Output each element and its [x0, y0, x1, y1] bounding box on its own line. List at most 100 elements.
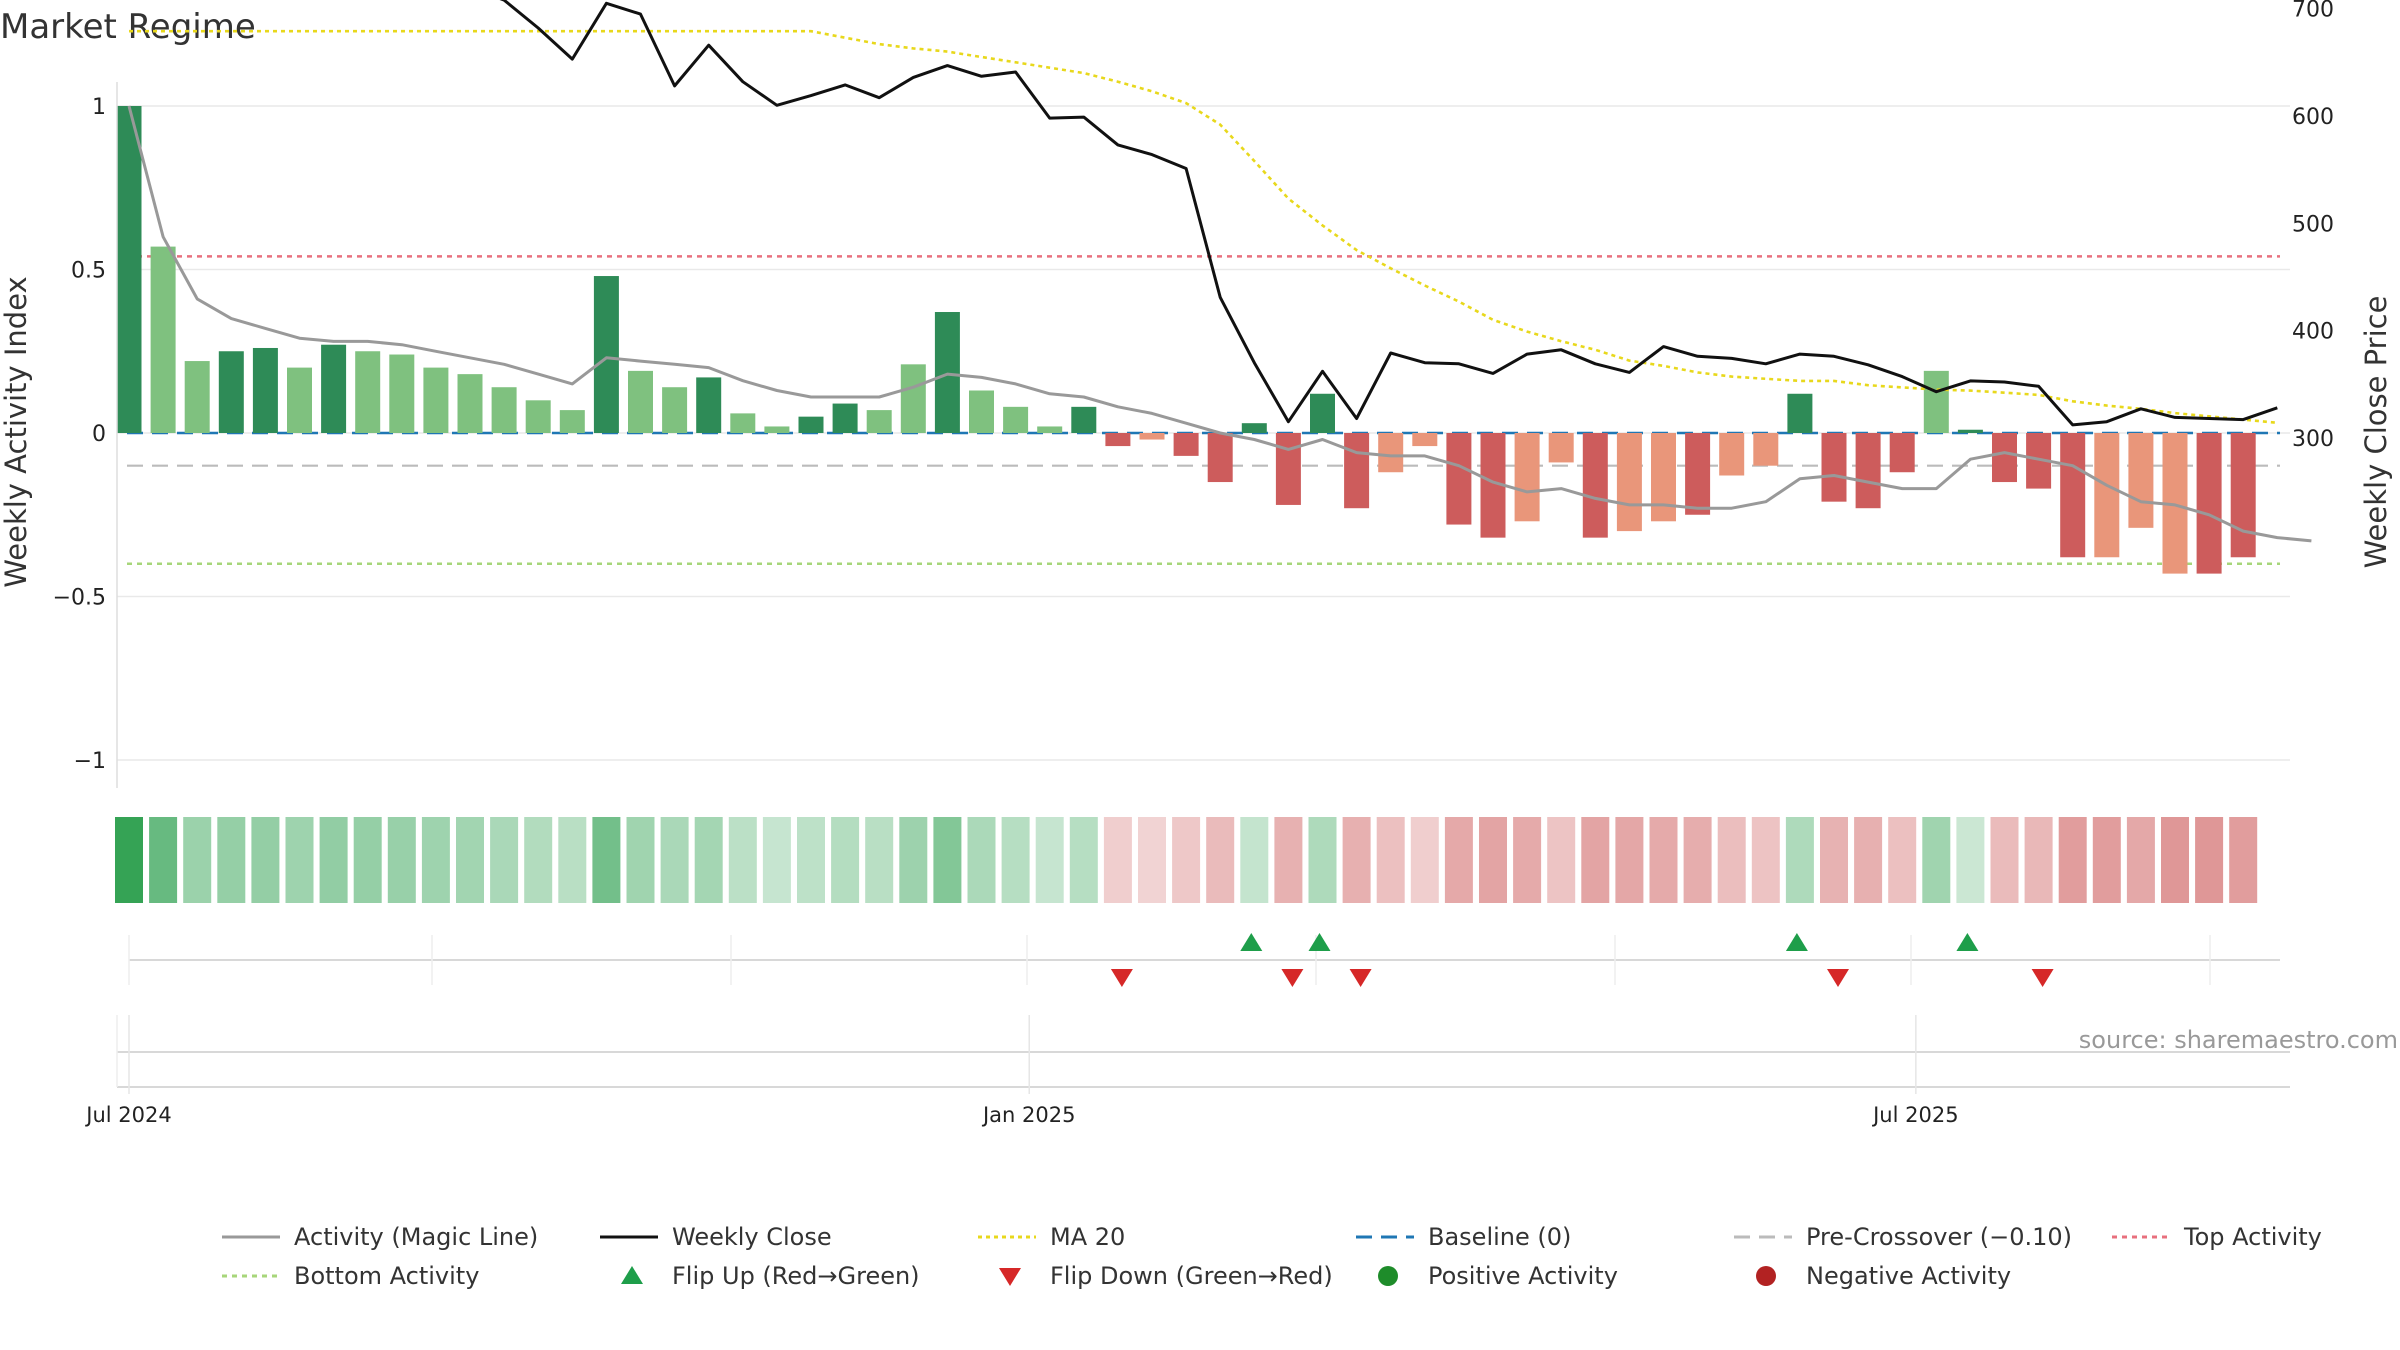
y-tick-right: 700 — [2292, 0, 2334, 23]
regime-cell — [865, 817, 894, 903]
activity-bar — [116, 106, 142, 433]
activity-bar — [2230, 433, 2256, 558]
regime-cell — [1615, 817, 1644, 903]
activity-bars — [116, 106, 2256, 574]
activity-bar — [798, 416, 824, 433]
y-axis-label-right: Weekly Close Price — [2359, 296, 2393, 569]
regime-cell — [592, 817, 621, 903]
activity-bar — [1378, 433, 1404, 473]
flip-up-marker — [1308, 933, 1331, 951]
y-tick-left: 1 — [92, 95, 106, 120]
legend-item-neg: Negative Activity — [1756, 1262, 2011, 1290]
regime-cell — [1888, 817, 1917, 903]
regime-cell — [456, 817, 484, 903]
regime-cell — [2092, 817, 2121, 903]
legend-item-precross: Pre-Crossover (−0.10) — [1734, 1223, 2072, 1251]
flip-down-icon — [999, 1268, 1021, 1286]
activity-bar — [1514, 433, 1540, 522]
regime-cell — [1069, 817, 1098, 903]
regime-cell — [490, 817, 519, 903]
flip-down-marker — [1827, 969, 1849, 987]
activity-bar — [696, 377, 722, 433]
regime-cell — [1001, 817, 1030, 903]
regime-cell — [762, 817, 791, 903]
activity-bar — [252, 347, 278, 433]
activity-bar — [1753, 433, 1779, 466]
flip-up-marker — [1956, 933, 1979, 951]
regime-cell — [626, 817, 655, 903]
legend-label: Baseline (0) — [1428, 1223, 1571, 1251]
activity-bar — [1923, 370, 1949, 433]
activity-bar — [525, 400, 551, 433]
activity-bar — [1957, 429, 1983, 433]
regime-cell — [387, 817, 416, 903]
activity-bar — [1139, 433, 1165, 440]
regime-cell — [1240, 817, 1269, 903]
regime-cell — [115, 817, 143, 903]
axes: 10.50−0.5−1900800700600500400300 — [53, 0, 2334, 788]
activity-bar — [1889, 433, 1915, 473]
flip-markers — [128, 933, 2280, 987]
activity-bar — [457, 374, 483, 433]
regime-cell — [2229, 817, 2258, 903]
regime-cell — [1035, 817, 1064, 903]
legend-item-flipup: Flip Up (Red→Green) — [621, 1262, 920, 1290]
magic-line — [127, 105, 2312, 543]
activity-bar — [1582, 433, 1608, 538]
regime-cell — [2024, 817, 2053, 903]
regime-cell — [149, 817, 178, 903]
activity-bar — [764, 426, 790, 433]
activity-bar — [1855, 433, 1881, 509]
activity-bar — [1275, 433, 1301, 505]
regime-cell — [1717, 817, 1746, 903]
y-tick-right: 500 — [2292, 212, 2334, 237]
weekly-close-line — [499, 0, 2278, 427]
activity-bar — [969, 390, 994, 433]
activity-bar — [1037, 426, 1063, 433]
regime-cell — [2161, 817, 2189, 903]
activity-bar — [1207, 433, 1233, 483]
activity-bar — [1071, 406, 1097, 433]
activity-bar — [1719, 433, 1745, 476]
activity-bar — [1105, 433, 1131, 447]
series-lines — [127, 0, 2312, 543]
y-tick-right: 600 — [2292, 105, 2334, 130]
regime-cell — [831, 817, 860, 903]
regime-cell — [1172, 817, 1201, 903]
regime-cell — [933, 817, 962, 903]
activity-bar — [1003, 406, 1029, 433]
activity-bar — [1548, 433, 1574, 463]
activity-bar — [1651, 433, 1676, 522]
legend-item-pos: Positive Activity — [1378, 1262, 1618, 1290]
activity-bar — [2094, 433, 2120, 558]
regime-cell — [728, 817, 757, 903]
legend-label: Activity (Magic Line) — [294, 1223, 538, 1251]
activity-bar — [832, 403, 858, 433]
activity-bar — [2196, 433, 2222, 574]
activity-bar — [1787, 393, 1813, 433]
regime-cell — [183, 817, 212, 903]
activity-bar — [184, 361, 210, 433]
legend-label: Pre-Crossover (−0.10) — [1806, 1223, 2072, 1251]
y-tick-left: −0.5 — [53, 586, 106, 611]
regime-cell — [285, 817, 314, 903]
regime-cell — [1581, 817, 1610, 903]
legend-item-bottom: Bottom Activity — [222, 1262, 479, 1290]
regime-cell — [524, 817, 553, 903]
regime-cell — [2195, 817, 2224, 903]
regime-cell — [1342, 817, 1371, 903]
legend-label: Flip Up (Red→Green) — [672, 1262, 920, 1290]
regime-cell — [1547, 817, 1576, 903]
activity-bar — [1821, 433, 1847, 502]
activity-bar — [662, 387, 688, 433]
y-tick-left: 0 — [92, 422, 106, 447]
chart-title: Market Regime — [0, 7, 256, 47]
ma20-line — [129, 29, 2278, 425]
activity-bar — [2060, 433, 2086, 558]
reference-lines — [127, 255, 2280, 566]
x-tick-label: Jul 2024 — [84, 1103, 171, 1127]
source-label: source: sharemaestro.com — [2079, 1026, 2398, 1054]
flip-down-marker — [1281, 969, 1304, 987]
regime-strip — [115, 817, 2258, 903]
activity-bar — [900, 364, 926, 433]
